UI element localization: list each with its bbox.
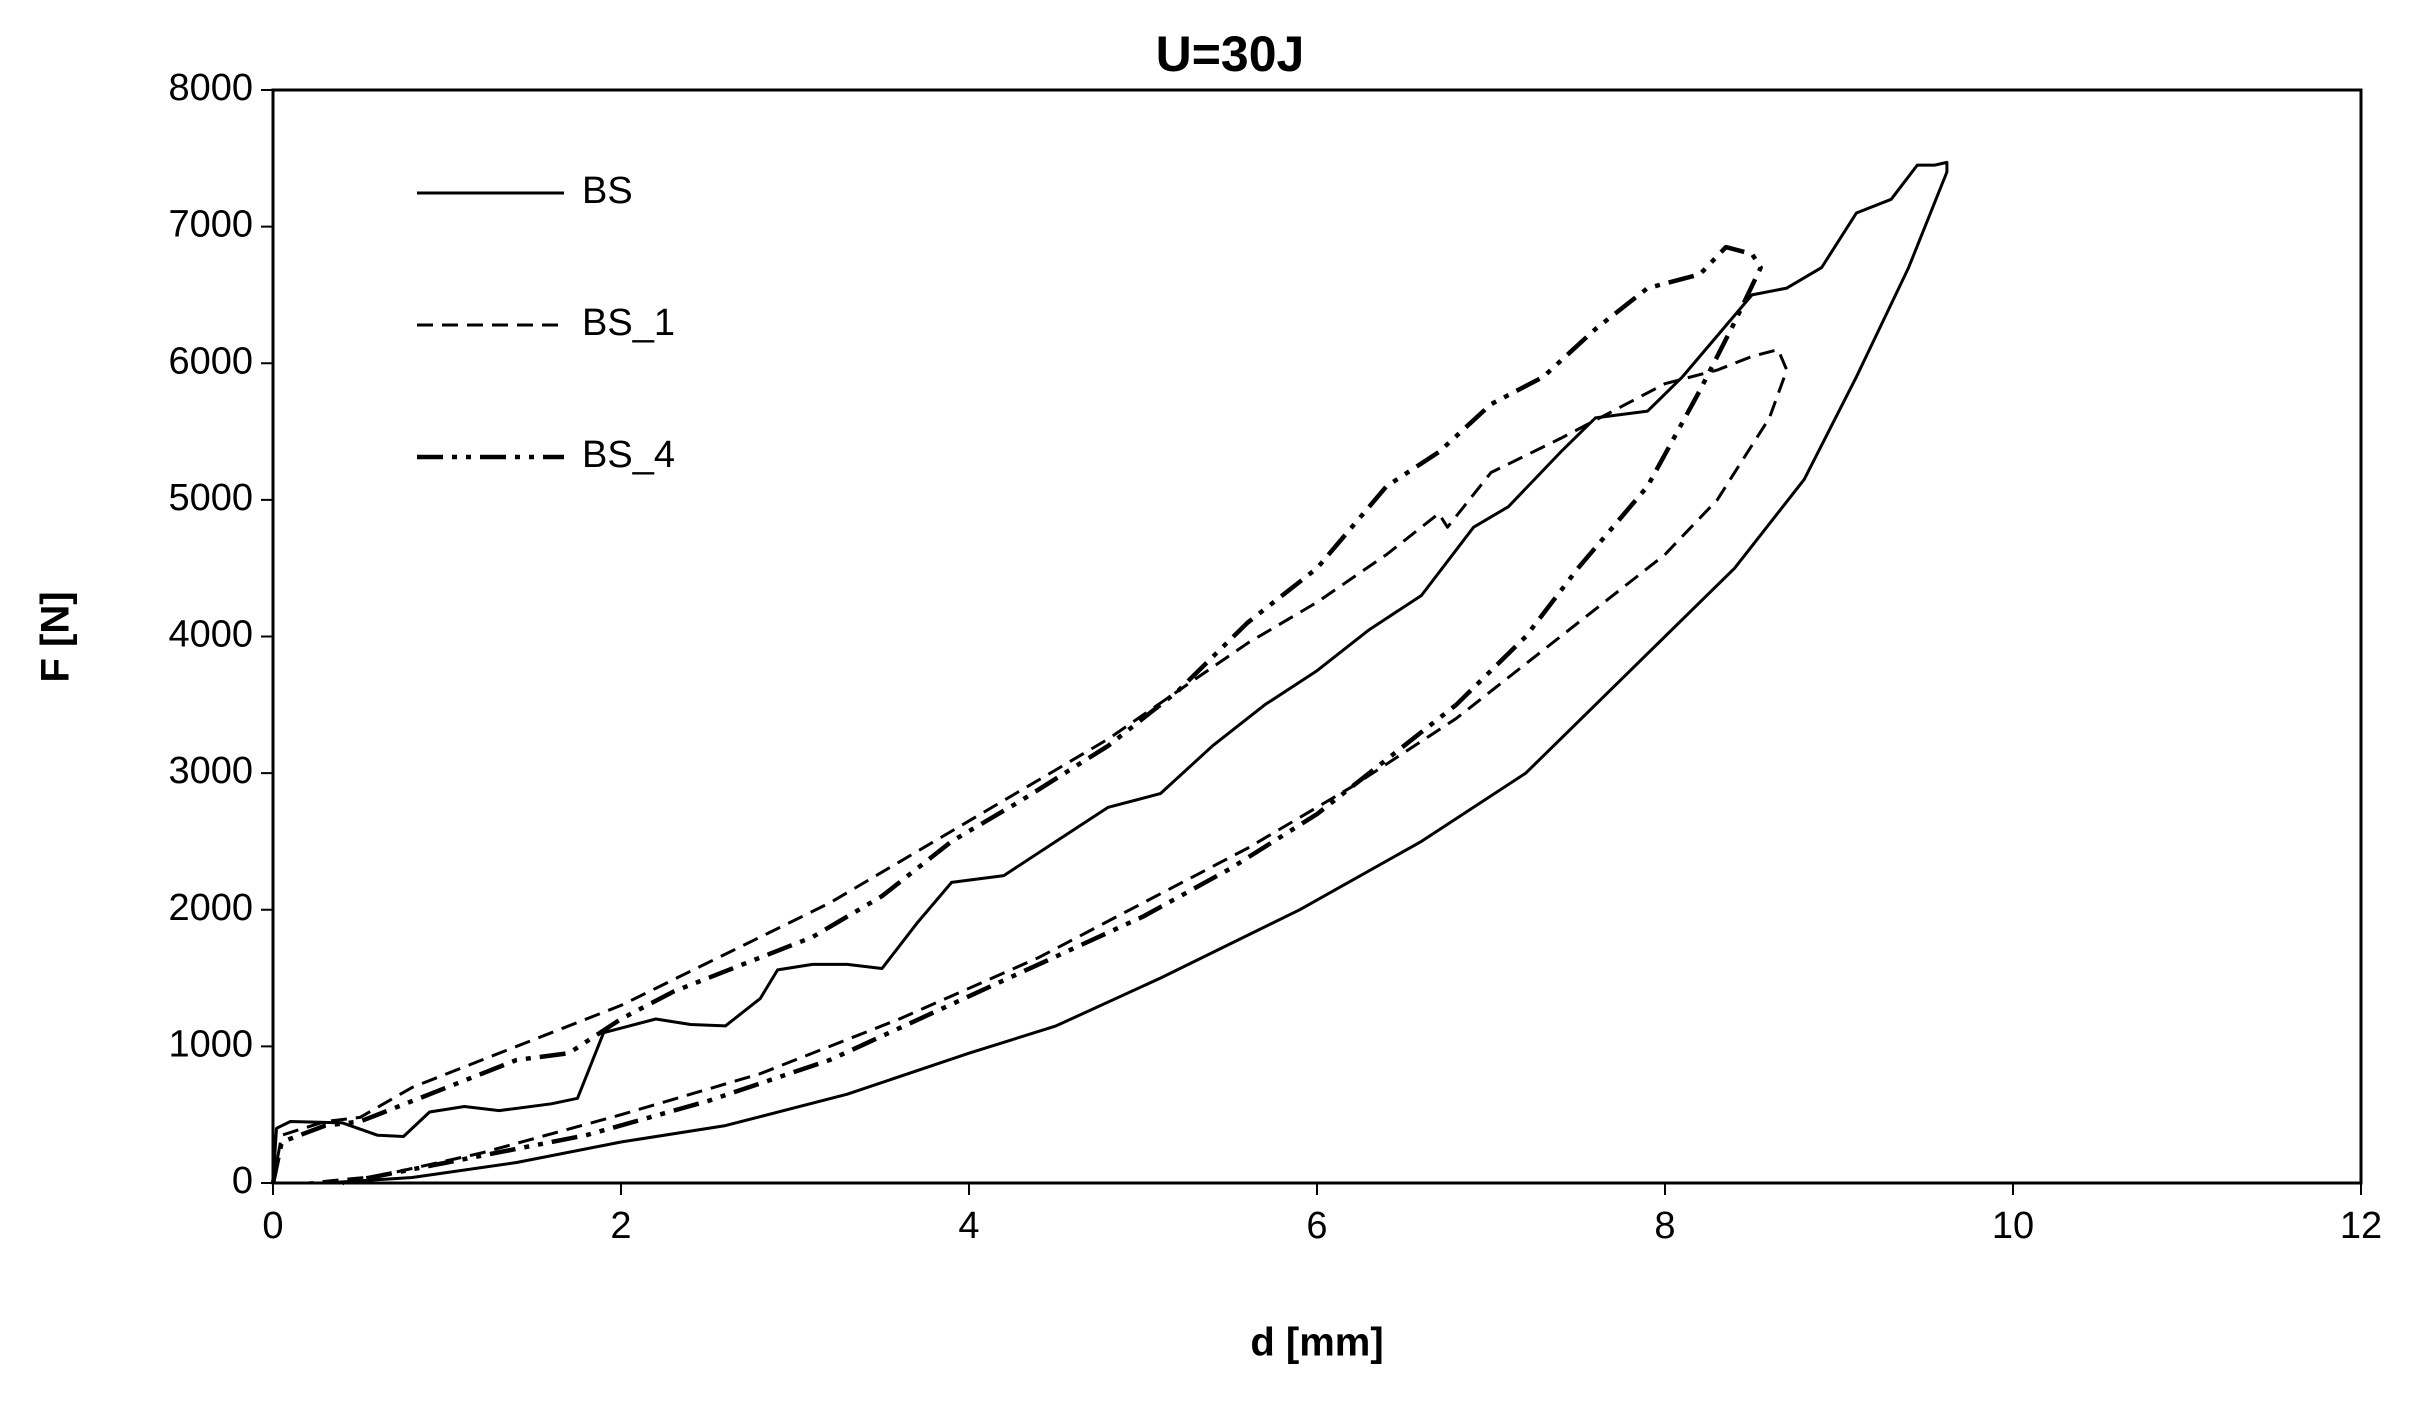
x-tick-label: 0	[262, 1205, 283, 1247]
x-tick-label: 2	[610, 1205, 631, 1247]
series-line	[270, 244, 1763, 1186]
y-tick-label: 8000	[168, 67, 253, 109]
plot-frame	[271, 88, 2363, 1185]
x-tick-label: 8	[1654, 1205, 1675, 1247]
y-tick-label: 3000	[168, 750, 253, 792]
series-line	[271, 160, 1949, 1185]
y-tick-label: 2000	[168, 887, 253, 929]
y-tick-label: 0	[232, 1160, 253, 1202]
series-line	[271, 348, 1789, 1185]
x-tick-label: 4	[958, 1205, 979, 1247]
legend-label: BS_4	[582, 434, 675, 476]
legend: BS BS_1 BS_4	[417, 170, 675, 476]
y-tick-label: 1000	[168, 1023, 253, 1065]
plot-area: 0 1000 2000 3000 4000 5000 6000 7000 8000 0 2 4 6 8 10…	[168, 67, 2382, 1247]
chart-title: U=30J	[1156, 26, 1305, 82]
y-tick-label: 4000	[168, 614, 253, 656]
x-tick-label: 12	[2340, 1205, 2382, 1247]
legend-label: BS	[582, 170, 633, 212]
x-axis-label: d [mm]	[1250, 1321, 1383, 1365]
legend-label: BS_1	[582, 302, 675, 344]
x-tick-label: 6	[1306, 1205, 1327, 1247]
x-tick-label: 10	[1992, 1205, 2034, 1247]
y-axis-label: F [N]	[34, 591, 78, 682]
y-tick-label: 5000	[168, 477, 253, 519]
y-tick-label: 6000	[168, 340, 253, 382]
y-tick-label: 7000	[168, 204, 253, 246]
